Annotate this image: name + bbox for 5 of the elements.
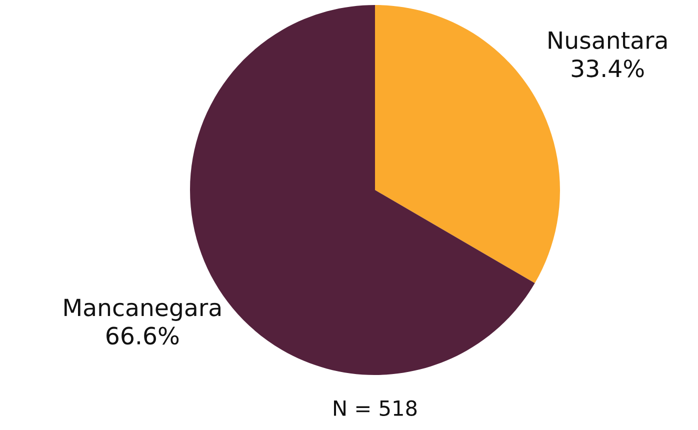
- data-label: 33.4%: [572, 59, 644, 78]
- slice-label: Mancanegara: [64, 298, 220, 321]
- slice-label: Nusantara: [548, 32, 667, 50]
- text: N = 518: [334, 400, 417, 416]
- data-label: 66.6%: [106, 326, 179, 345]
